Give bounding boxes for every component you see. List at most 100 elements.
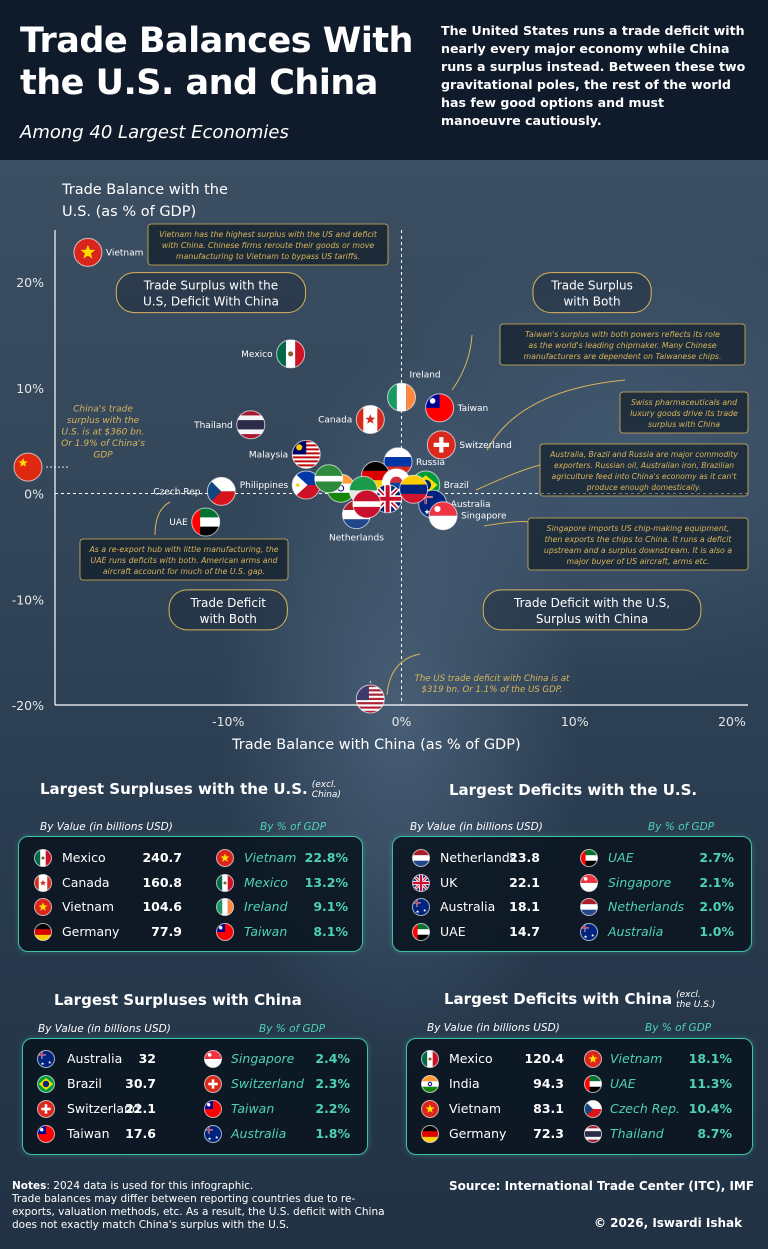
china-flag-ref <box>13 452 43 482</box>
cn_deficit-right-value-3: 8.7% <box>672 1122 732 1146</box>
cn_deficit-left-flag-3-shape <box>421 1125 439 1143</box>
cn_deficit-left-name-text-3: Germany <box>449 1126 507 1141</box>
us_surplus-right-flag-2-shape <box>216 898 234 916</box>
us_surplus-sub-left: By Value (in billions USD) <box>40 821 173 833</box>
us_surplus-left-flag-0 <box>34 849 52 867</box>
us_deficit-left-name-text-1: UK <box>440 874 458 890</box>
us_deficit-left-flag-0-shape <box>412 849 430 867</box>
point-label: Canada <box>318 415 352 425</box>
point-label: Australia <box>451 500 491 510</box>
us_surplus-left-flag-2-shape <box>34 898 52 916</box>
us_surplus-left-name-text-2: Vietnam <box>62 899 115 914</box>
us_surplus-right-flag-1 <box>216 873 234 892</box>
annotation-text: agriculture feed into China's economy as… <box>552 472 738 481</box>
quadrant-label-line1: Trade Surplus with the <box>143 279 278 293</box>
us_surplus-right-value-text-0: 22.8% <box>304 850 348 865</box>
us_surplus-right-name-text-2: Ireland <box>244 899 288 914</box>
cn_deficit-left-value-1: 94.3 <box>504 1072 564 1096</box>
point-label: Netherlands <box>329 534 384 544</box>
cn_deficit-right-name-text-3: Thailand <box>610 1126 664 1141</box>
annotation-text: manufacturing to Vietnam to bypass US ta… <box>176 252 360 261</box>
us_surplus-right-flag-3 <box>216 922 234 941</box>
us_surplus-right-flag-3-shape <box>216 922 234 941</box>
point-label: Malaysia <box>249 450 288 460</box>
annotation-text: manufacturers are dependent on Taiwanese… <box>524 352 722 361</box>
connector-us <box>386 653 421 696</box>
point-label: Switzerland <box>459 441 512 451</box>
cn_deficit-sub-right: By % of GDP <box>645 1022 712 1034</box>
us_deficit-left-value-1: 22.1 <box>480 871 540 895</box>
cn_surplus-left-name-text-1: Brazil <box>67 1076 102 1091</box>
us_surplus-left-flag-0-shape <box>34 849 52 867</box>
us_deficit-title: Largest Deficits with the U.S. <box>449 781 697 799</box>
cn_surplus-left-flag-1-shape <box>37 1075 55 1093</box>
cn_surplus-right-flag-1-shape <box>204 1075 222 1093</box>
x-tick-label: 0% <box>392 714 412 729</box>
annotation-box <box>527 517 749 571</box>
cn_surplus-right-value-text-1: 2.3% <box>315 1076 350 1091</box>
us_surplus-left-value-text-2: 104.6 <box>142 899 182 914</box>
cn_deficit-left-value-text-1: 94.3 <box>533 1076 564 1091</box>
cn_deficit-box <box>406 1038 753 1155</box>
cn_deficit-right-value-0: 18.1% <box>672 1047 732 1071</box>
data-point-taiwan <box>425 393 455 423</box>
point-label: Ireland <box>410 370 441 380</box>
cn_surplus-right-value-text-3: 1.8% <box>315 1126 350 1141</box>
cn_surplus-right-value-2: 2.2% <box>290 1097 350 1121</box>
data-point-thailand <box>236 410 266 440</box>
us_surplus-left-flag-3-shape <box>34 922 52 941</box>
cn_deficit-right-value-text-1: 11.3% <box>688 1076 732 1091</box>
data-point-ireland <box>387 382 416 412</box>
y-tick-label: 10% <box>16 381 44 396</box>
us_deficit-left-flag-1-shape <box>412 873 430 892</box>
annotation-text: Vietnam has the highest surplus with the… <box>159 230 378 239</box>
annotation-text: As a re-export hub with little manufactu… <box>88 545 278 554</box>
annotation-text: produce enough domestically. <box>586 483 701 492</box>
quadrant-label-line1: Trade Deficit with the U.S, <box>513 596 670 610</box>
us_surplus-left-value-text-1: 160.8 <box>142 874 182 890</box>
cn_deficit-left-name-text-1: India <box>449 1076 480 1091</box>
us_deficit-right-name-text-1: Singapore <box>608 874 672 890</box>
cn_deficit-left-flag-1 <box>421 1075 439 1093</box>
us_deficit-right-flag-1-shape <box>580 873 598 892</box>
us_surplus-left-flag-1 <box>34 873 52 892</box>
us_deficit-left-name-text-0: Netherlands <box>440 850 517 865</box>
cn_deficit-right-value-text-2: 10.4% <box>688 1101 732 1116</box>
us_surplus-right-name-text-0: Vietnam <box>244 850 297 865</box>
annotation-text: Singapore imports US chip-making equipme… <box>547 524 730 533</box>
cn_deficit-left-name-text-0: Mexico <box>449 1051 493 1066</box>
header: Trade Balances With the U.S. and China A… <box>0 0 768 160</box>
annotation-box <box>619 391 749 434</box>
cn_deficit-left-value-3: 72.3 <box>504 1122 564 1146</box>
us_surplus-right-value-text-3: 8.1% <box>313 923 348 939</box>
us_deficit-right-flag-0-shape <box>580 849 598 867</box>
cn_deficit-left-value-2: 83.1 <box>504 1097 564 1121</box>
quadrant-label-line2: with Both <box>200 612 257 626</box>
us_deficit-left-flag-1 <box>412 873 430 892</box>
us_surplus-left-flag-3 <box>34 922 52 941</box>
us_surplus-title: Largest Surpluses with the U.S. (excl. Chi… <box>40 780 341 800</box>
cn_surplus-right-name-text-1: Switzerland <box>231 1076 304 1091</box>
us_deficit-right-flag-1 <box>580 873 598 892</box>
annotation-text: aircraft account for much of the U.S. ga… <box>103 567 265 576</box>
us_surplus-left-name-text-3: Germany <box>62 923 120 939</box>
us_surplus-right-value-text-2: 9.1% <box>313 899 348 914</box>
point-label: Taiwan <box>457 404 489 414</box>
annotation-text: upstream and a surplus downstream. It is… <box>544 546 732 555</box>
us_surplus-right-name-text-3: Taiwan <box>244 923 288 939</box>
cn_surplus-left-value-text-2: 22.1 <box>125 1101 156 1116</box>
annotation-text: Or 1.9% of China's <box>61 439 145 449</box>
us_surplus-right-name-text-1: Mexico <box>244 874 288 890</box>
data-point-singapore <box>428 501 458 531</box>
cn_surplus-right-name-text-2: Taiwan <box>231 1101 275 1116</box>
cn_deficit-right-flag-1 <box>584 1075 602 1093</box>
cn_surplus-right-flag-3-shape <box>204 1125 222 1143</box>
quadrant-label-box <box>115 272 307 314</box>
point-label: Mexico <box>241 350 273 360</box>
annotation-text: The US trade deficit with China is at <box>415 674 570 684</box>
cn_surplus-left-flag-3-shape <box>37 1125 55 1143</box>
data-point-vietnam <box>73 237 103 267</box>
cn_surplus-left-flag-3 <box>37 1125 55 1143</box>
us_deficit-left-value-text-3: 14.7 <box>509 923 540 939</box>
cn_surplus-left-name-text-2: Switzerland <box>67 1101 140 1116</box>
